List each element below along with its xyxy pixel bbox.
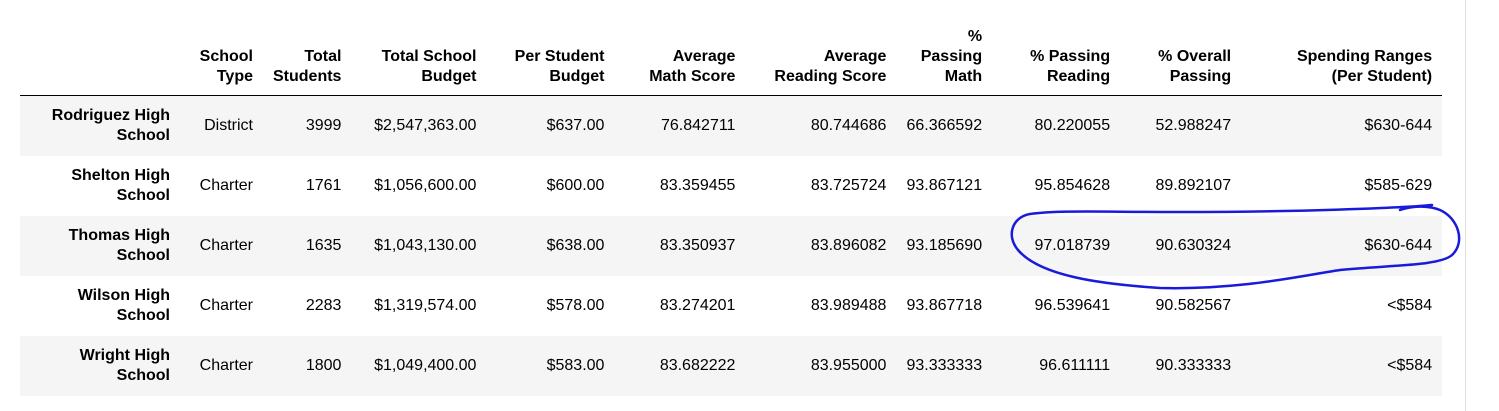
cell-total-budget: $2,547,363.00	[374, 116, 477, 134]
cell-pass-math: 66.366592	[906, 116, 983, 134]
row-school-name: Wilson High School	[77, 286, 170, 324]
cell-spending-range: <$584	[1387, 356, 1433, 374]
cell-avg-reading: 83.896082	[810, 236, 887, 254]
header-pass-math: % Passing Math	[896, 8, 993, 96]
cell-pass-reading: 96.539641	[1034, 296, 1111, 314]
cell-school-type: Charter	[199, 236, 253, 254]
cell-avg-math: 76.842711	[661, 116, 736, 134]
cell-total-students: 3999	[305, 116, 342, 134]
cell-spending-range: $630-644	[1364, 116, 1433, 134]
table-row: Wilson High School Charter 2283 $1,319,5…	[20, 276, 1442, 336]
cell-total-students: 1635	[305, 236, 342, 254]
cell-overall-passing: 90.630324	[1155, 236, 1232, 254]
cell-total-students: 2283	[305, 296, 342, 314]
cell-avg-reading: 83.725724	[810, 176, 887, 194]
cell-pass-reading: 97.018739	[1034, 236, 1111, 254]
header-total-budget: Total School Budget	[351, 8, 487, 96]
cell-avg-math: 83.682222	[659, 356, 736, 374]
header-overall-passing: % Overall Passing	[1120, 8, 1242, 96]
cell-overall-passing: 52.988247	[1155, 116, 1232, 134]
cell-per-student-budget: $578.00	[546, 296, 605, 314]
cell-overall-passing: 90.582567	[1155, 296, 1232, 314]
cell-total-budget: $1,049,400.00	[374, 356, 477, 374]
table-row: Wright High School Charter 1800 $1,049,4…	[20, 335, 1443, 396]
cell-total-budget: $1,319,574.00	[374, 296, 477, 314]
cell-avg-reading: 83.955000	[810, 356, 887, 374]
school-summary-table: School Type Total Students Total School Bud…	[20, 8, 1443, 396]
cell-per-student-budget: $637.00	[546, 116, 605, 134]
cell-per-student-budget: $638.00	[546, 236, 605, 254]
cell-school-type: Charter	[199, 176, 253, 194]
cell-school-type: Charter	[199, 356, 253, 374]
cell-spending-range: $630-644	[1364, 236, 1433, 254]
header-avg-reading: Average Reading Score	[745, 8, 897, 96]
table-body: Rodriguez High School District 3999 $2,5…	[20, 95, 1443, 396]
row-school-name: Thomas High School	[68, 226, 170, 264]
header-total-students: Total Students	[263, 8, 352, 96]
table-header: School Type Total Students Total School Bud…	[20, 8, 1443, 96]
row-school-name: Shelton High School	[71, 166, 170, 204]
cell-total-budget: $1,043,130.00	[374, 236, 477, 254]
cell-avg-math: 83.274201	[659, 296, 736, 314]
header-avg-math: Average Math Score	[614, 8, 746, 96]
cell-school-type: District	[204, 116, 253, 134]
cell-pass-math: 93.185690	[906, 236, 983, 254]
cell-pass-reading: 95.854628	[1034, 176, 1111, 194]
header-index	[20, 8, 180, 96]
table-row: Shelton High School Charter 1761 $1,056,…	[20, 156, 1442, 216]
cell-avg-reading: 83.989488	[810, 296, 887, 314]
row-school-name: Rodriguez High School	[51, 106, 170, 144]
header-school-type: School Type	[180, 8, 263, 96]
cell-avg-math: 83.359455	[659, 176, 736, 194]
cell-school-type: Charter	[199, 296, 253, 314]
cell-total-students: 1800	[305, 356, 342, 374]
cell-pass-math: 93.867121	[906, 176, 983, 194]
cell-per-student-budget: $600.00	[546, 176, 605, 194]
cell-avg-math: 83.350937	[659, 236, 736, 254]
header-pass-reading: % Passing Reading	[992, 8, 1121, 96]
cell-pass-math: 93.333333	[906, 356, 983, 374]
cell-total-budget: $1,056,600.00	[374, 176, 477, 194]
cell-spending-range: $585-629	[1364, 176, 1433, 194]
table-row: Thomas High School Charter 1635 $1,043,1…	[20, 215, 1443, 276]
cell-pass-math: 93.867718	[906, 296, 983, 314]
cell-per-student-budget: $583.00	[546, 356, 605, 374]
cell-total-students: 1761	[305, 176, 342, 194]
header-per-student-budget: Per Student Budget	[486, 8, 615, 96]
cell-overall-passing: 89.892107	[1155, 176, 1232, 194]
cell-overall-passing: 90.333333	[1155, 356, 1232, 374]
header-row: School Type Total Students Total School Bud…	[20, 8, 1443, 96]
header-spending-ranges: Spending Ranges (Per Student)	[1241, 8, 1443, 96]
row-school-name: Wright High School	[79, 346, 170, 384]
table-row: Rodriguez High School District 3999 $2,5…	[20, 95, 1443, 156]
cell-spending-range: <$584	[1387, 296, 1433, 314]
cell-pass-reading: 96.611111	[1039, 356, 1111, 374]
cell-pass-reading: 80.220055	[1034, 116, 1111, 134]
output-scrollbar-edge	[1465, 0, 1466, 411]
cell-avg-reading: 80.744686	[810, 116, 887, 134]
